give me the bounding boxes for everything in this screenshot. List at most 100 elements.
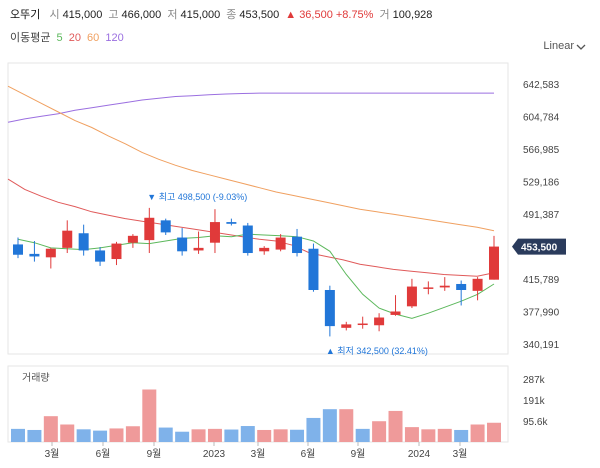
price-tick-label: 642,583 xyxy=(523,80,560,91)
candle-body xyxy=(259,247,270,252)
ma-period-120: 120 xyxy=(105,32,124,44)
low-label: 저 xyxy=(167,9,178,21)
time-tick-label: 2023 xyxy=(203,449,226,460)
high-value: 466,000 xyxy=(121,9,162,21)
scale-mode-select[interactable]: Linear xyxy=(543,40,574,52)
volume-bar xyxy=(290,429,305,442)
open-value: 415,000 xyxy=(62,9,103,21)
volume-bar xyxy=(207,428,222,442)
all-time-low-annotation: ▲ 최저 342,500 (32.41%) xyxy=(326,346,428,356)
change-value: ▲ 36,500 xyxy=(285,9,333,21)
volume-bar xyxy=(175,431,190,442)
volume-bar xyxy=(60,424,75,442)
volume-bar xyxy=(454,429,469,442)
candle-body xyxy=(95,250,106,262)
candle-body xyxy=(357,323,368,326)
time-tick-label: 3월 xyxy=(45,448,60,460)
candle-body xyxy=(78,233,89,251)
candle-body xyxy=(489,246,499,280)
close-value: 453,500 xyxy=(239,9,280,21)
candle-body xyxy=(292,236,303,254)
price-tick-label: 377,990 xyxy=(523,308,560,319)
volume-bar xyxy=(306,417,321,442)
candles xyxy=(13,207,499,337)
candle-body xyxy=(406,286,417,307)
volume-bar xyxy=(125,426,140,442)
ma5-line xyxy=(17,233,495,319)
candle-body xyxy=(275,237,286,250)
ma60-line xyxy=(7,85,495,232)
low-value: 415,000 xyxy=(180,9,221,21)
volume-bar xyxy=(421,429,436,442)
ma-legend-label: 이동평균 xyxy=(10,32,51,44)
chevron-down-icon[interactable] xyxy=(576,42,586,52)
high-label: 고 xyxy=(108,9,119,21)
volume-bar xyxy=(404,427,419,442)
volume-bar xyxy=(43,416,58,442)
stock-name: 오뚜기 xyxy=(10,9,41,21)
candle-body xyxy=(456,283,467,290)
price-tick-label: 604,784 xyxy=(523,113,560,124)
candle-body xyxy=(62,230,73,248)
ma120-line xyxy=(7,92,494,123)
time-tick-label: 6월 xyxy=(96,448,111,460)
candle-body xyxy=(324,289,335,327)
candle-body xyxy=(374,317,385,326)
change-percent: +8.75% xyxy=(335,9,374,21)
moving-average-legend[interactable]: 이동평균 5 20 60 120 xyxy=(10,29,127,45)
moving-average-lines xyxy=(7,85,495,319)
price-tick-label: 491,387 xyxy=(523,210,560,221)
stock-header: 오뚜기 시 415,000 고 466,000 저 415,000 종 453,500 … xyxy=(10,6,435,22)
candle-body xyxy=(193,247,204,251)
price-panel-frame xyxy=(7,62,509,355)
time-tick-label: 2024 xyxy=(408,449,431,460)
volume-bar xyxy=(388,410,403,442)
volume-bar xyxy=(191,429,206,442)
volume-bar xyxy=(257,429,272,442)
volume-bar xyxy=(158,427,173,442)
candle-body xyxy=(177,237,188,252)
candle-body xyxy=(308,248,319,290)
volume-bar xyxy=(437,428,452,442)
volume-bar xyxy=(240,426,255,442)
volume-bar xyxy=(11,428,25,442)
volume-bar xyxy=(487,422,501,442)
volume-label: 거 xyxy=(379,9,390,21)
time-tick-label: 3월 xyxy=(453,448,468,460)
volume-tick-label: 287k xyxy=(523,375,546,386)
volume-bar xyxy=(93,430,108,442)
candle-body xyxy=(226,222,237,224)
annotations: ▼ 최고 498,500 (-9.03%) ▲ 최저 342,500 (32.41… xyxy=(147,192,428,356)
price-tick-label: 415,789 xyxy=(523,275,560,286)
volume-bar xyxy=(355,428,370,442)
ma-period-5: 5 xyxy=(56,32,63,44)
candle-body xyxy=(209,222,220,243)
candle-body xyxy=(390,311,401,315)
candle-body xyxy=(144,217,155,241)
volume-bar xyxy=(322,409,337,442)
candle-body xyxy=(29,253,40,257)
volume-bar xyxy=(273,429,288,442)
volume-value: 100,928 xyxy=(392,9,433,21)
candle-body xyxy=(472,278,483,291)
volume-bar xyxy=(27,429,42,442)
time-tick-label: 6월 xyxy=(301,448,316,460)
price-tick-label: 566,985 xyxy=(523,145,560,156)
candle-body xyxy=(423,287,434,289)
volume-bar xyxy=(224,429,239,442)
price-tick-label: 340,191 xyxy=(523,340,560,351)
ma-period-60: 60 xyxy=(87,32,100,44)
volume-bar xyxy=(372,421,387,442)
time-tick-label: 9월 xyxy=(147,448,162,460)
candle-body xyxy=(160,220,171,233)
candle-body xyxy=(439,285,450,288)
volume-bar xyxy=(470,424,485,442)
axes: 642,583 604,784 566,985 529,186 491,387 415,7… xyxy=(45,80,566,460)
current-price-label: 453,500 xyxy=(521,243,558,254)
open-label: 시 xyxy=(49,9,60,21)
volume-bars xyxy=(11,389,501,442)
candle-body xyxy=(341,324,352,328)
volume-bar xyxy=(142,389,157,442)
time-tick-label: 3월 xyxy=(251,448,266,460)
